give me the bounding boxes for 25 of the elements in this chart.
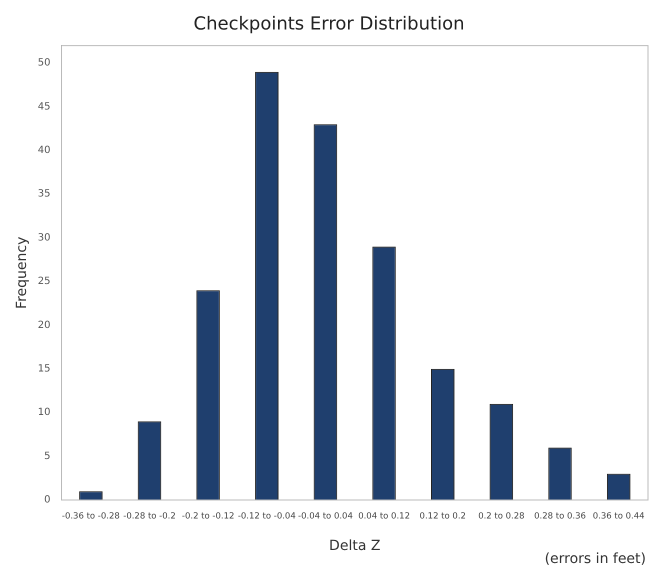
- chart-title: Checkpoints Error Distribution: [194, 13, 464, 34]
- y-tick-label: 5: [44, 450, 51, 462]
- x-axis-title: Delta Z: [329, 538, 380, 554]
- y-tick-label: 25: [38, 276, 51, 288]
- text: (errors in feet): [544, 551, 646, 567]
- y-tick-label: 40: [38, 145, 51, 156]
- x-tick-label: 0.36 to 0.44: [592, 511, 645, 522]
- x-tick-label: 0.28 to 0.36: [534, 511, 586, 522]
- y-tick-label: 10: [38, 407, 51, 418]
- x-tick-label: 0.04 to 0.12: [358, 511, 410, 522]
- y-tick-label: 20: [38, 320, 51, 331]
- y-tick-label: 0: [44, 494, 51, 506]
- x-tick-label: 0.12 to 0.2: [420, 511, 466, 522]
- y-tick-label: 35: [38, 188, 51, 200]
- y-axis-title: Frequency: [14, 236, 30, 309]
- y-tick-label: 15: [38, 364, 51, 375]
- y-tick-label: 30: [38, 232, 51, 244]
- x-tick-label: -0.28 to -0.2: [123, 511, 176, 522]
- x-tick-label: -0.2 to -0.12: [182, 511, 234, 522]
- x-tick-label: -0.04 to 0.04: [298, 511, 353, 522]
- y-tick-label: 45: [38, 101, 51, 112]
- x-tick-label: 0.2 to 0.28: [478, 511, 525, 522]
- y-tick-label: 50: [38, 58, 51, 69]
- x-tick-label: -0.12 to -0.04: [238, 511, 296, 522]
- x-tick-label: -0.36 to -0.28: [62, 511, 120, 522]
